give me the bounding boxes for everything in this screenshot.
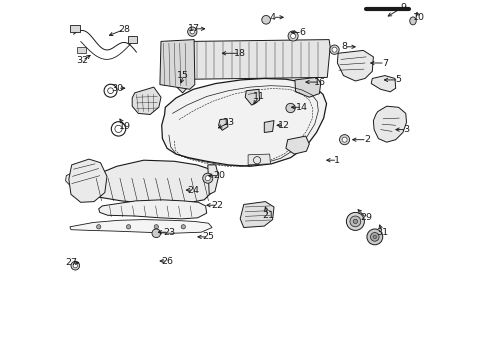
Text: 10: 10: [412, 13, 424, 22]
Text: 1: 1: [334, 156, 340, 165]
Polygon shape: [370, 76, 395, 92]
Polygon shape: [207, 165, 218, 194]
Polygon shape: [294, 77, 320, 97]
Text: 12: 12: [278, 121, 289, 130]
Text: 30: 30: [111, 84, 123, 93]
Text: 6: 6: [299, 28, 305, 37]
Polygon shape: [218, 119, 227, 130]
Text: 22: 22: [211, 201, 223, 210]
Ellipse shape: [409, 17, 415, 25]
Text: 27: 27: [65, 258, 78, 267]
Circle shape: [352, 219, 357, 224]
Circle shape: [349, 216, 360, 227]
Polygon shape: [244, 89, 259, 105]
Circle shape: [370, 233, 378, 241]
Polygon shape: [65, 168, 92, 187]
Text: 8: 8: [341, 42, 347, 51]
Circle shape: [285, 103, 295, 113]
Circle shape: [331, 47, 336, 52]
Polygon shape: [70, 220, 212, 233]
Text: 11: 11: [252, 92, 264, 101]
Text: 19: 19: [119, 122, 131, 131]
Circle shape: [187, 27, 197, 36]
Circle shape: [73, 264, 77, 268]
Circle shape: [71, 261, 80, 270]
Circle shape: [346, 212, 364, 230]
Polygon shape: [373, 106, 406, 142]
Text: 3: 3: [403, 125, 409, 134]
Text: 4: 4: [269, 13, 275, 22]
Polygon shape: [69, 159, 107, 202]
Text: 23: 23: [163, 228, 175, 237]
Text: 2: 2: [363, 135, 369, 144]
Circle shape: [339, 135, 349, 145]
Circle shape: [329, 45, 339, 54]
Polygon shape: [337, 50, 373, 81]
FancyBboxPatch shape: [77, 47, 86, 53]
Polygon shape: [175, 68, 188, 93]
Polygon shape: [162, 78, 326, 166]
Circle shape: [287, 31, 298, 41]
Text: 18: 18: [234, 49, 245, 58]
Text: 21: 21: [262, 211, 273, 220]
Polygon shape: [247, 154, 270, 165]
Text: 16: 16: [313, 77, 325, 86]
Circle shape: [366, 229, 382, 245]
Text: 26: 26: [161, 256, 173, 266]
Circle shape: [190, 30, 194, 34]
Circle shape: [261, 15, 270, 24]
Text: 15: 15: [177, 71, 189, 80]
Text: 17: 17: [188, 24, 200, 33]
Text: 9: 9: [399, 3, 405, 12]
Circle shape: [205, 176, 210, 181]
Circle shape: [372, 235, 376, 239]
Circle shape: [152, 229, 160, 238]
Circle shape: [342, 137, 346, 142]
Text: 32: 32: [76, 56, 88, 65]
Text: 20: 20: [213, 171, 225, 180]
Polygon shape: [132, 87, 161, 114]
Circle shape: [96, 225, 101, 229]
Polygon shape: [285, 136, 309, 154]
Polygon shape: [264, 121, 273, 132]
Text: 31: 31: [375, 228, 387, 237]
Polygon shape: [192, 40, 329, 79]
Circle shape: [154, 225, 158, 229]
Text: 24: 24: [187, 186, 199, 194]
Text: 5: 5: [395, 76, 401, 85]
Text: 29: 29: [360, 213, 371, 222]
FancyBboxPatch shape: [70, 25, 80, 32]
Text: 7: 7: [381, 58, 387, 68]
Text: 14: 14: [296, 103, 307, 112]
Circle shape: [290, 33, 295, 39]
Polygon shape: [160, 40, 194, 89]
Circle shape: [181, 225, 185, 229]
Text: 28: 28: [118, 25, 130, 34]
Polygon shape: [99, 200, 206, 219]
Circle shape: [203, 173, 212, 183]
Polygon shape: [89, 160, 215, 204]
Polygon shape: [240, 202, 273, 228]
Text: 25: 25: [202, 233, 214, 242]
FancyBboxPatch shape: [127, 36, 137, 43]
Text: 13: 13: [223, 118, 235, 127]
Circle shape: [126, 225, 130, 229]
